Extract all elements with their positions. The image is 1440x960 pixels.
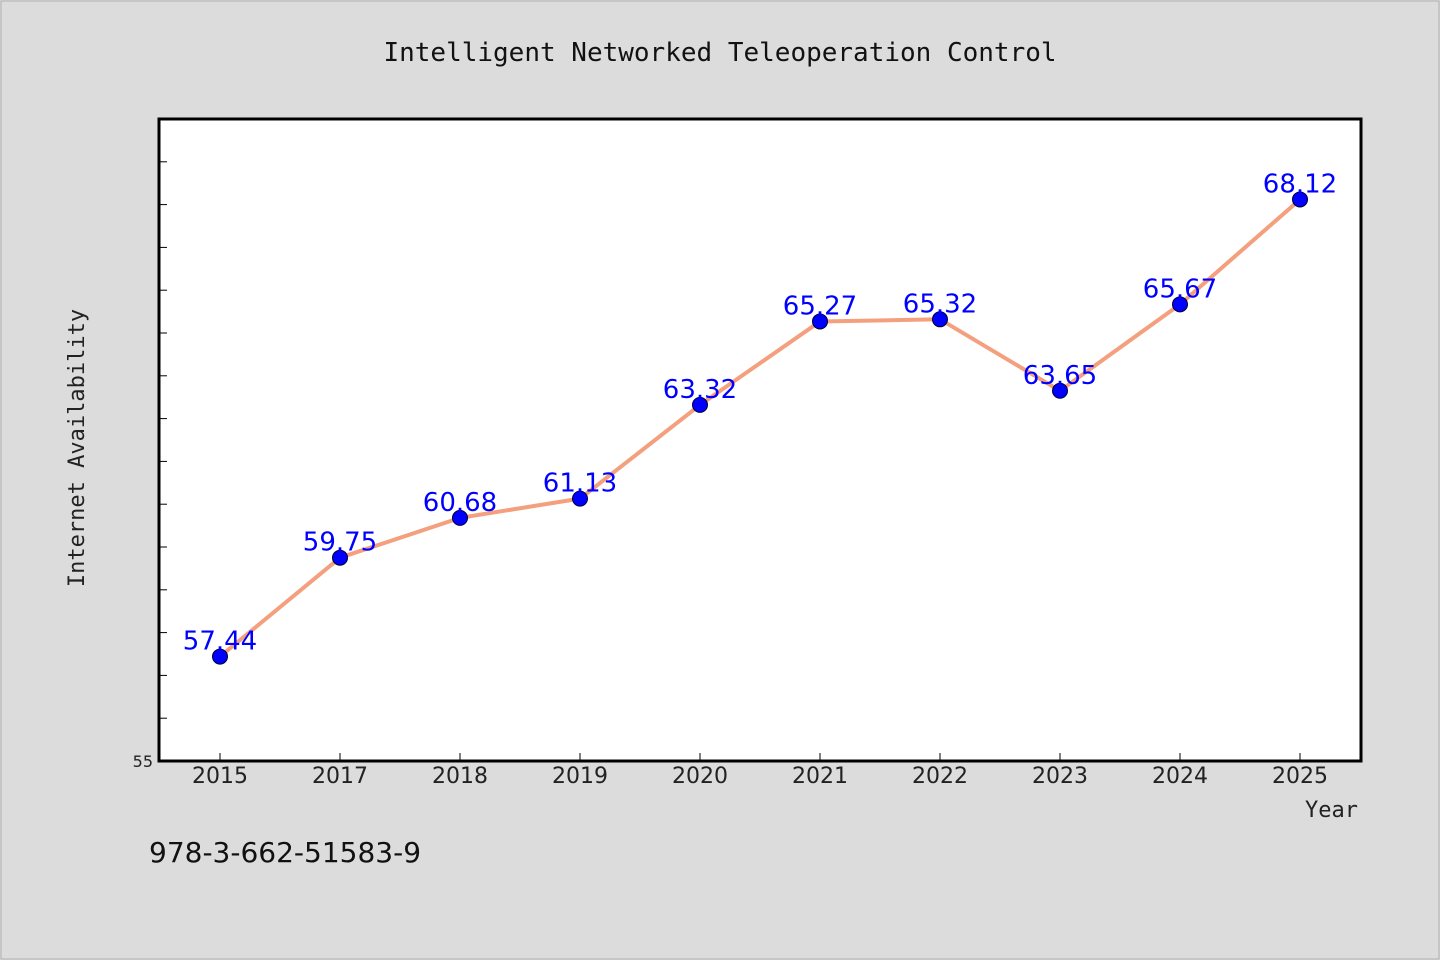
data-label: 57.44 — [183, 627, 257, 657]
x-tick-label: 2019 — [552, 764, 608, 789]
data-label: 63.32 — [663, 375, 737, 405]
data-label: 59.75 — [303, 528, 377, 558]
data-label: 65.27 — [783, 291, 857, 321]
x-tick-label: 2020 — [672, 764, 728, 789]
x-tick-label: 2023 — [1032, 764, 1088, 789]
data-point — [452, 509, 468, 526]
x-tick-label: 2017 — [312, 764, 368, 789]
x-axis-label: Year — [1305, 798, 1358, 823]
y-axis-ticks: 55 — [133, 161, 167, 771]
series-group — [212, 191, 1308, 665]
x-axis-ticks: 2015 2017 2018 2019 2020 2021 2022 2023 2024 2025 — [192, 753, 1328, 789]
x-tick-label: 2024 — [1152, 764, 1208, 789]
series-line — [218, 197, 1302, 659]
x-tick-label: 2021 — [792, 764, 848, 789]
data-point — [812, 313, 828, 330]
data-point — [932, 311, 948, 328]
x-tick-label: 2025 — [1272, 764, 1328, 789]
data-labels-group: 57.44 59.75 60.68 61.13 63.32 65.27 65.32 63.65… — [183, 169, 1337, 656]
y-tick-label: 55 — [133, 752, 153, 771]
data-label: 61.13 — [543, 469, 617, 499]
x-tick-label: 2018 — [432, 764, 488, 789]
data-point — [212, 648, 228, 665]
data-label: 68.12 — [1263, 169, 1337, 199]
data-point — [692, 396, 708, 413]
chart-title: Intelligent Networked Teleoperation Cont… — [383, 38, 1056, 68]
x-tick-label: 2015 — [192, 764, 248, 789]
data-point — [1052, 382, 1068, 399]
data-label: 65.32 — [903, 289, 977, 319]
plot-area — [157, 117, 1363, 763]
data-point — [1292, 191, 1308, 208]
data-point — [1172, 296, 1188, 313]
data-label: 60.68 — [423, 488, 497, 518]
isbn-footer: 978-3-662-51583-9 — [149, 836, 421, 869]
data-label: 65.67 — [1143, 274, 1217, 304]
x-tick-label: 2022 — [912, 764, 968, 789]
data-label: 63.65 — [1023, 361, 1097, 391]
data-point — [332, 549, 348, 566]
y-axis-label: Internet Availability — [65, 309, 90, 587]
data-point — [572, 490, 588, 507]
